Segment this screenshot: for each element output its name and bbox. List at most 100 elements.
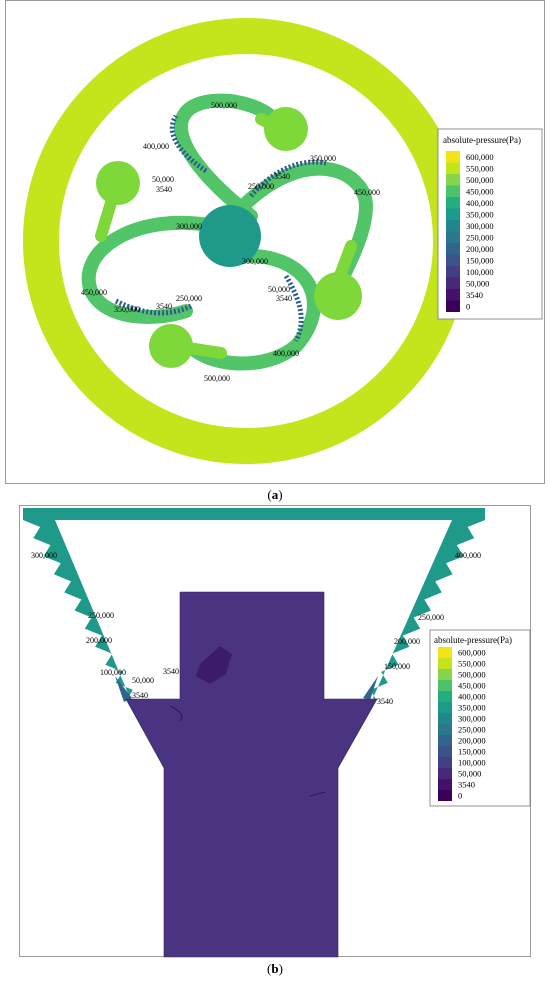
left-serrated-edge: [23, 508, 133, 701]
legend-b-swatch: [438, 713, 452, 724]
label-450000-right: 450,000: [354, 188, 380, 197]
label-3540-right: 3540: [274, 172, 290, 181]
panel-b-plot: 300,000 250,000 200,000 100,000 50,000 3…: [23, 508, 531, 958]
legend-b-label: 250,000: [458, 725, 486, 735]
label-350000-left: 350,000: [114, 305, 140, 314]
label-300000-center-right: 300,000: [242, 257, 268, 266]
legend-b-label: 300,000: [458, 714, 486, 724]
legend-a-title: absolute-pressure(Pa): [443, 135, 521, 145]
legend-a-label: 100,000: [466, 267, 494, 277]
label-250000-bottom: 250,000: [176, 294, 202, 303]
legend-b-swatch: [438, 669, 452, 680]
legend-a-label: 50,000: [466, 278, 489, 288]
blob-top: [264, 107, 308, 151]
legend-a-label: 200,000: [466, 244, 494, 254]
label-b-150000-right: 150,000: [384, 662, 410, 671]
legend-b-swatch: [438, 724, 452, 735]
legend-a-label: 500,000: [466, 175, 494, 185]
legend-a-swatch: [446, 197, 460, 209]
label-b-250000-left: 250,000: [88, 611, 114, 620]
left-tooth-blue: [115, 676, 132, 702]
central-hub: [199, 205, 261, 267]
legend-a-swatch: [446, 266, 460, 278]
legend-a-label: 300,000: [466, 221, 494, 231]
hatch-left: [114, 298, 193, 316]
blob-bottom: [149, 324, 193, 368]
legend-a-label: 550,000: [466, 163, 494, 173]
arm-bottom: [189, 248, 321, 371]
legend-b-label: 50,000: [458, 769, 481, 779]
legend-a-label: 0: [466, 301, 470, 311]
legend-b-label: 500,000: [458, 670, 486, 680]
legend-a-label: 3540: [466, 290, 483, 300]
caption-a: (a): [267, 487, 283, 502]
label-250000-right: 250,000: [248, 182, 274, 191]
legend-b-swatch: [438, 779, 452, 790]
label-b-3540-right: 3540: [377, 697, 393, 706]
legend-b-swatch: [438, 746, 452, 757]
hatch-right: [249, 159, 327, 198]
legend-a-label: 600,000: [466, 152, 494, 162]
panel-a-plot: 500,000 400,000 350,000 50,000 3540 3540…: [23, 18, 543, 464]
legend-b-label: 0: [458, 791, 462, 801]
label-b-250000-right: 250,000: [418, 613, 444, 622]
label-450000-left: 450,000: [81, 288, 107, 297]
legend-a-swatch: [446, 185, 460, 197]
low-pressure-patch: [196, 646, 232, 684]
legend-b-label: 200,000: [458, 736, 486, 746]
label-b-3540-mid: 3540: [163, 667, 179, 676]
legend-a-swatch: [446, 174, 460, 186]
legend-a-swatch: [446, 277, 460, 289]
label-400000-bottom: 400,000: [273, 349, 299, 358]
legend-a-swatch: [446, 243, 460, 255]
legend-a-label: 400,000: [466, 198, 494, 208]
legend-b-swatch: [438, 757, 452, 768]
legend-b-swatch: [438, 647, 452, 658]
legend-a-swatch: [446, 208, 460, 220]
label-3540-lowright: 3540: [276, 294, 292, 303]
purple-body: [125, 591, 378, 958]
legend-a-swatch: [446, 162, 460, 174]
legend-a-swatch: [446, 220, 460, 232]
label-500000-top: 500,000: [211, 101, 237, 110]
label-3540-bottom: 3540: [156, 302, 172, 311]
label-50000-right: 50,000: [268, 285, 290, 294]
label-3540-left: 3540: [156, 185, 172, 194]
panel-b-frame: 300,000 250,000 200,000 100,000 50,000 3…: [19, 505, 531, 958]
legend-b-title: absolute-pressure(Pa): [434, 635, 512, 645]
top-bar: [23, 508, 485, 520]
label-b-200000-left: 200,000: [86, 636, 112, 645]
label-b-100000-left: 100,000: [100, 668, 126, 677]
label-300000-center-left: 300,000: [176, 222, 202, 231]
legend-b-swatch: [438, 768, 452, 779]
label-b-50000-left: 50,000: [132, 676, 154, 685]
legend-b-label: 450,000: [458, 681, 486, 691]
legend-a-swatch: [446, 231, 460, 243]
arm-left: [81, 215, 221, 324]
legend-b-swatch: [438, 691, 452, 702]
label-350000-right: 350,000: [310, 154, 336, 163]
legend-a-label: 250,000: [466, 232, 494, 242]
legend-a-label: 450,000: [466, 186, 494, 196]
label-b-300000-left: 300,000: [31, 551, 57, 560]
label-b-3540-left: 3540: [132, 691, 148, 700]
label-500000-bottom: 500,000: [204, 374, 230, 383]
legend-b-swatch: [438, 680, 452, 691]
legend-b-swatch: [438, 790, 452, 801]
label-b-400000-right: 400,000: [455, 551, 481, 560]
legend-b: absolute-pressure(Pa) 600,000550,000500,…: [429, 629, 531, 807]
right-tooth-blue: [363, 676, 378, 700]
panel-a-frame: 500,000 400,000 350,000 50,000 3540 3540…: [5, 0, 545, 484]
legend-b-label: 550,000: [458, 659, 486, 669]
blob-right: [314, 272, 362, 320]
legend-b-label: 3540: [458, 780, 475, 790]
legend-a-label: 350,000: [466, 209, 494, 219]
hatch-bottom: [283, 274, 304, 343]
legend-a-swatch: [446, 289, 460, 301]
legend-b-label: 350,000: [458, 703, 486, 713]
legend-b-label: 100,000: [458, 758, 486, 768]
right-serrated-edge: [370, 508, 485, 701]
legend-b-label: 600,000: [458, 648, 486, 658]
legend-a-label: 150,000: [466, 255, 494, 265]
